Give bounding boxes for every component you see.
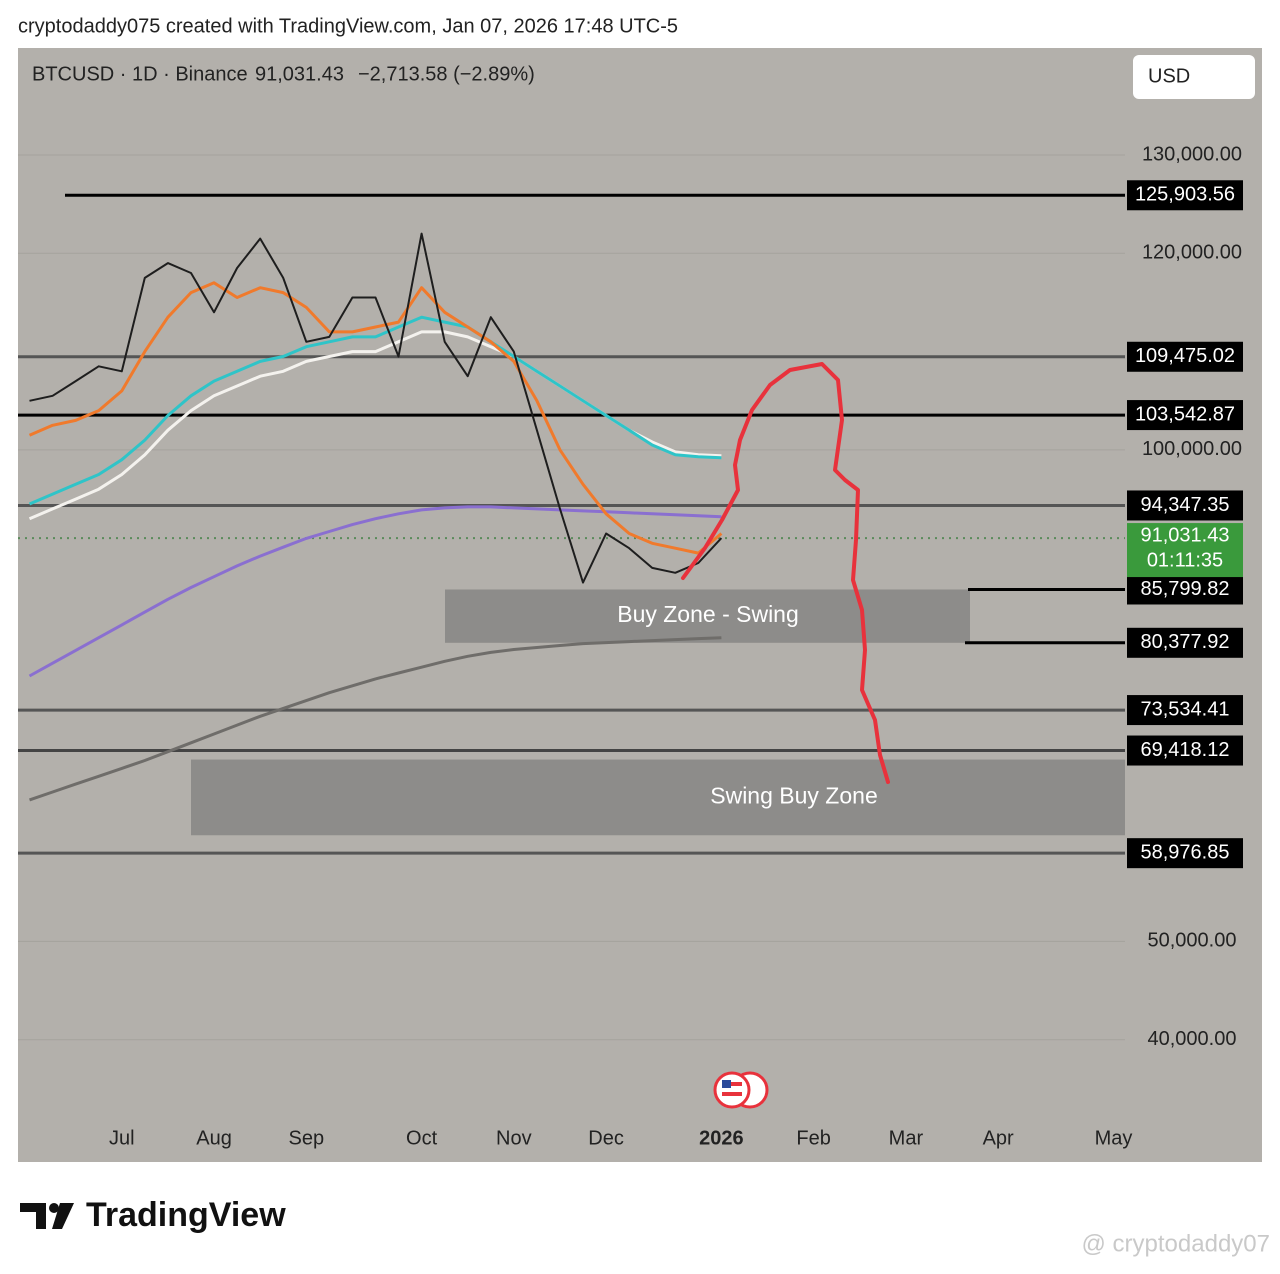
moving-average	[28, 281, 723, 555]
level-label-box	[1127, 838, 1243, 869]
y-tick-label: 120,000.00	[1142, 242, 1242, 264]
moving-average	[28, 315, 722, 506]
countdown: 01:11:35	[1147, 549, 1223, 571]
zone	[445, 589, 970, 643]
logo	[20, 1203, 74, 1229]
y-tick-label: 50,000.00	[1148, 930, 1237, 952]
last-price-label: 91,031.43	[1141, 524, 1230, 546]
hand-drawn-projection	[681, 362, 890, 784]
level-label-box	[1127, 490, 1243, 521]
brand: TradingView	[86, 1196, 286, 1234]
level-label-box	[1127, 400, 1243, 431]
currency-button[interactable]	[1133, 55, 1255, 99]
watermark: @ cryptodaddy07	[1082, 1230, 1270, 1257]
zone-label: Buy Zone - Swing	[617, 601, 799, 627]
level-label: 94,347.35	[1141, 494, 1230, 516]
x-tick-label: Jul	[109, 1127, 135, 1149]
level-label-box	[1127, 735, 1243, 766]
header: cryptodaddy075 created with TradingView.…	[18, 15, 678, 37]
level-label-box	[1127, 695, 1243, 726]
x-tick-label: Nov	[496, 1127, 532, 1149]
y-tick-label: 100,000.00	[1142, 438, 1242, 460]
level-label: 103,542.87	[1135, 403, 1235, 425]
y-tick-label: 130,000.00	[1142, 143, 1242, 165]
y-tick-label: 40,000.00	[1148, 1028, 1237, 1050]
x-tick-label: Mar	[889, 1127, 924, 1149]
level-label: 73,534.41	[1141, 698, 1230, 720]
x-tick-label: 2026	[699, 1127, 744, 1149]
level-label: 69,418.12	[1141, 739, 1230, 761]
level-label-box	[1127, 341, 1243, 372]
level-label: 109,475.02	[1135, 345, 1235, 367]
zone	[191, 759, 1125, 836]
chart-layer: 130,000.00 120,000.00 100,000.00 50,000.00 4…	[18, 63, 1243, 1149]
x-tick-label: Sep	[288, 1127, 324, 1149]
symbol-info: BTCUSD · 1D · Binance	[32, 63, 248, 85]
event-icons	[713, 1071, 769, 1109]
x-tick-label: Oct	[406, 1127, 438, 1149]
level-label-box	[1127, 627, 1243, 658]
x-tick-label: Feb	[796, 1127, 830, 1149]
currency: USD	[1148, 65, 1190, 87]
x-tick-label: Apr	[983, 1127, 1014, 1149]
symbol-price: 91,031.43	[255, 63, 344, 85]
moving-average	[29, 636, 722, 802]
level-label-box	[1127, 574, 1243, 605]
level-label: 125,903.56	[1135, 184, 1235, 206]
level-label-box	[1127, 180, 1243, 211]
level-label: 85,799.82	[1141, 578, 1230, 600]
last-price-box	[1127, 523, 1243, 578]
level-label: 80,377.92	[1141, 631, 1230, 653]
level-label: 58,976.85	[1141, 841, 1230, 863]
x-tick-label: Dec	[588, 1127, 624, 1149]
zone-label: Swing Buy Zone	[710, 782, 877, 808]
x-tick-label: Aug	[196, 1127, 232, 1149]
x-tick-label: May	[1095, 1127, 1133, 1149]
price-line	[29, 232, 723, 584]
symbol-change: −2,713.58 (−2.89%)	[358, 63, 535, 85]
